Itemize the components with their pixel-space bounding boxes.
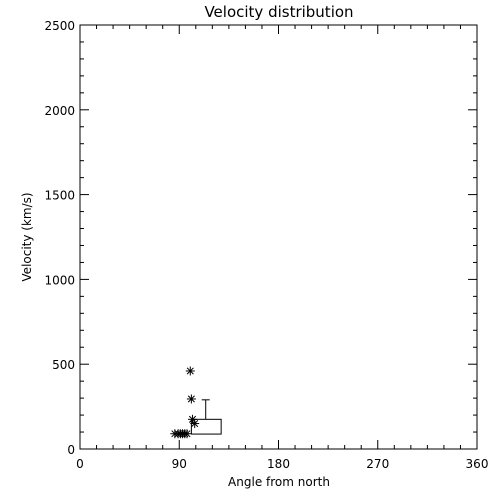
data-point bbox=[186, 394, 196, 404]
chart-title: Velocity distribution bbox=[204, 3, 353, 21]
y-tick-label: 0 bbox=[67, 443, 75, 457]
y-tick-label: 1500 bbox=[44, 189, 75, 203]
data-marks bbox=[170, 366, 222, 439]
data-point bbox=[182, 429, 192, 439]
asterisk-stroke bbox=[186, 367, 194, 375]
x-tick-label: 90 bbox=[172, 457, 187, 471]
data-point bbox=[185, 366, 195, 376]
x-tick-label: 360 bbox=[466, 457, 489, 471]
y-tick-label: 2500 bbox=[44, 19, 75, 33]
y-tick-label: 500 bbox=[52, 358, 75, 372]
asterisk-stroke bbox=[187, 395, 195, 403]
data-point bbox=[190, 419, 200, 429]
asterisk-stroke bbox=[191, 420, 199, 428]
asterisk-stroke bbox=[183, 430, 191, 438]
y-tick-label: 2000 bbox=[44, 104, 75, 118]
box-plot-box bbox=[190, 418, 222, 435]
asterisk-stroke bbox=[188, 415, 197, 423]
x-tick-label: 180 bbox=[267, 457, 290, 471]
plot-frame bbox=[79, 24, 478, 450]
data-point bbox=[187, 414, 197, 424]
y-tick-label: 1000 bbox=[44, 273, 75, 287]
axis-ticks: 0 90 180 270 360 0 500 1000 1500 2000 2500 bbox=[44, 19, 488, 471]
y-axis-label: Velocity (km/s) bbox=[20, 192, 34, 281]
x-tick-label: 270 bbox=[366, 457, 389, 471]
x-axis-label: Angle from north bbox=[228, 475, 330, 489]
x-tick-label: 0 bbox=[76, 457, 84, 471]
